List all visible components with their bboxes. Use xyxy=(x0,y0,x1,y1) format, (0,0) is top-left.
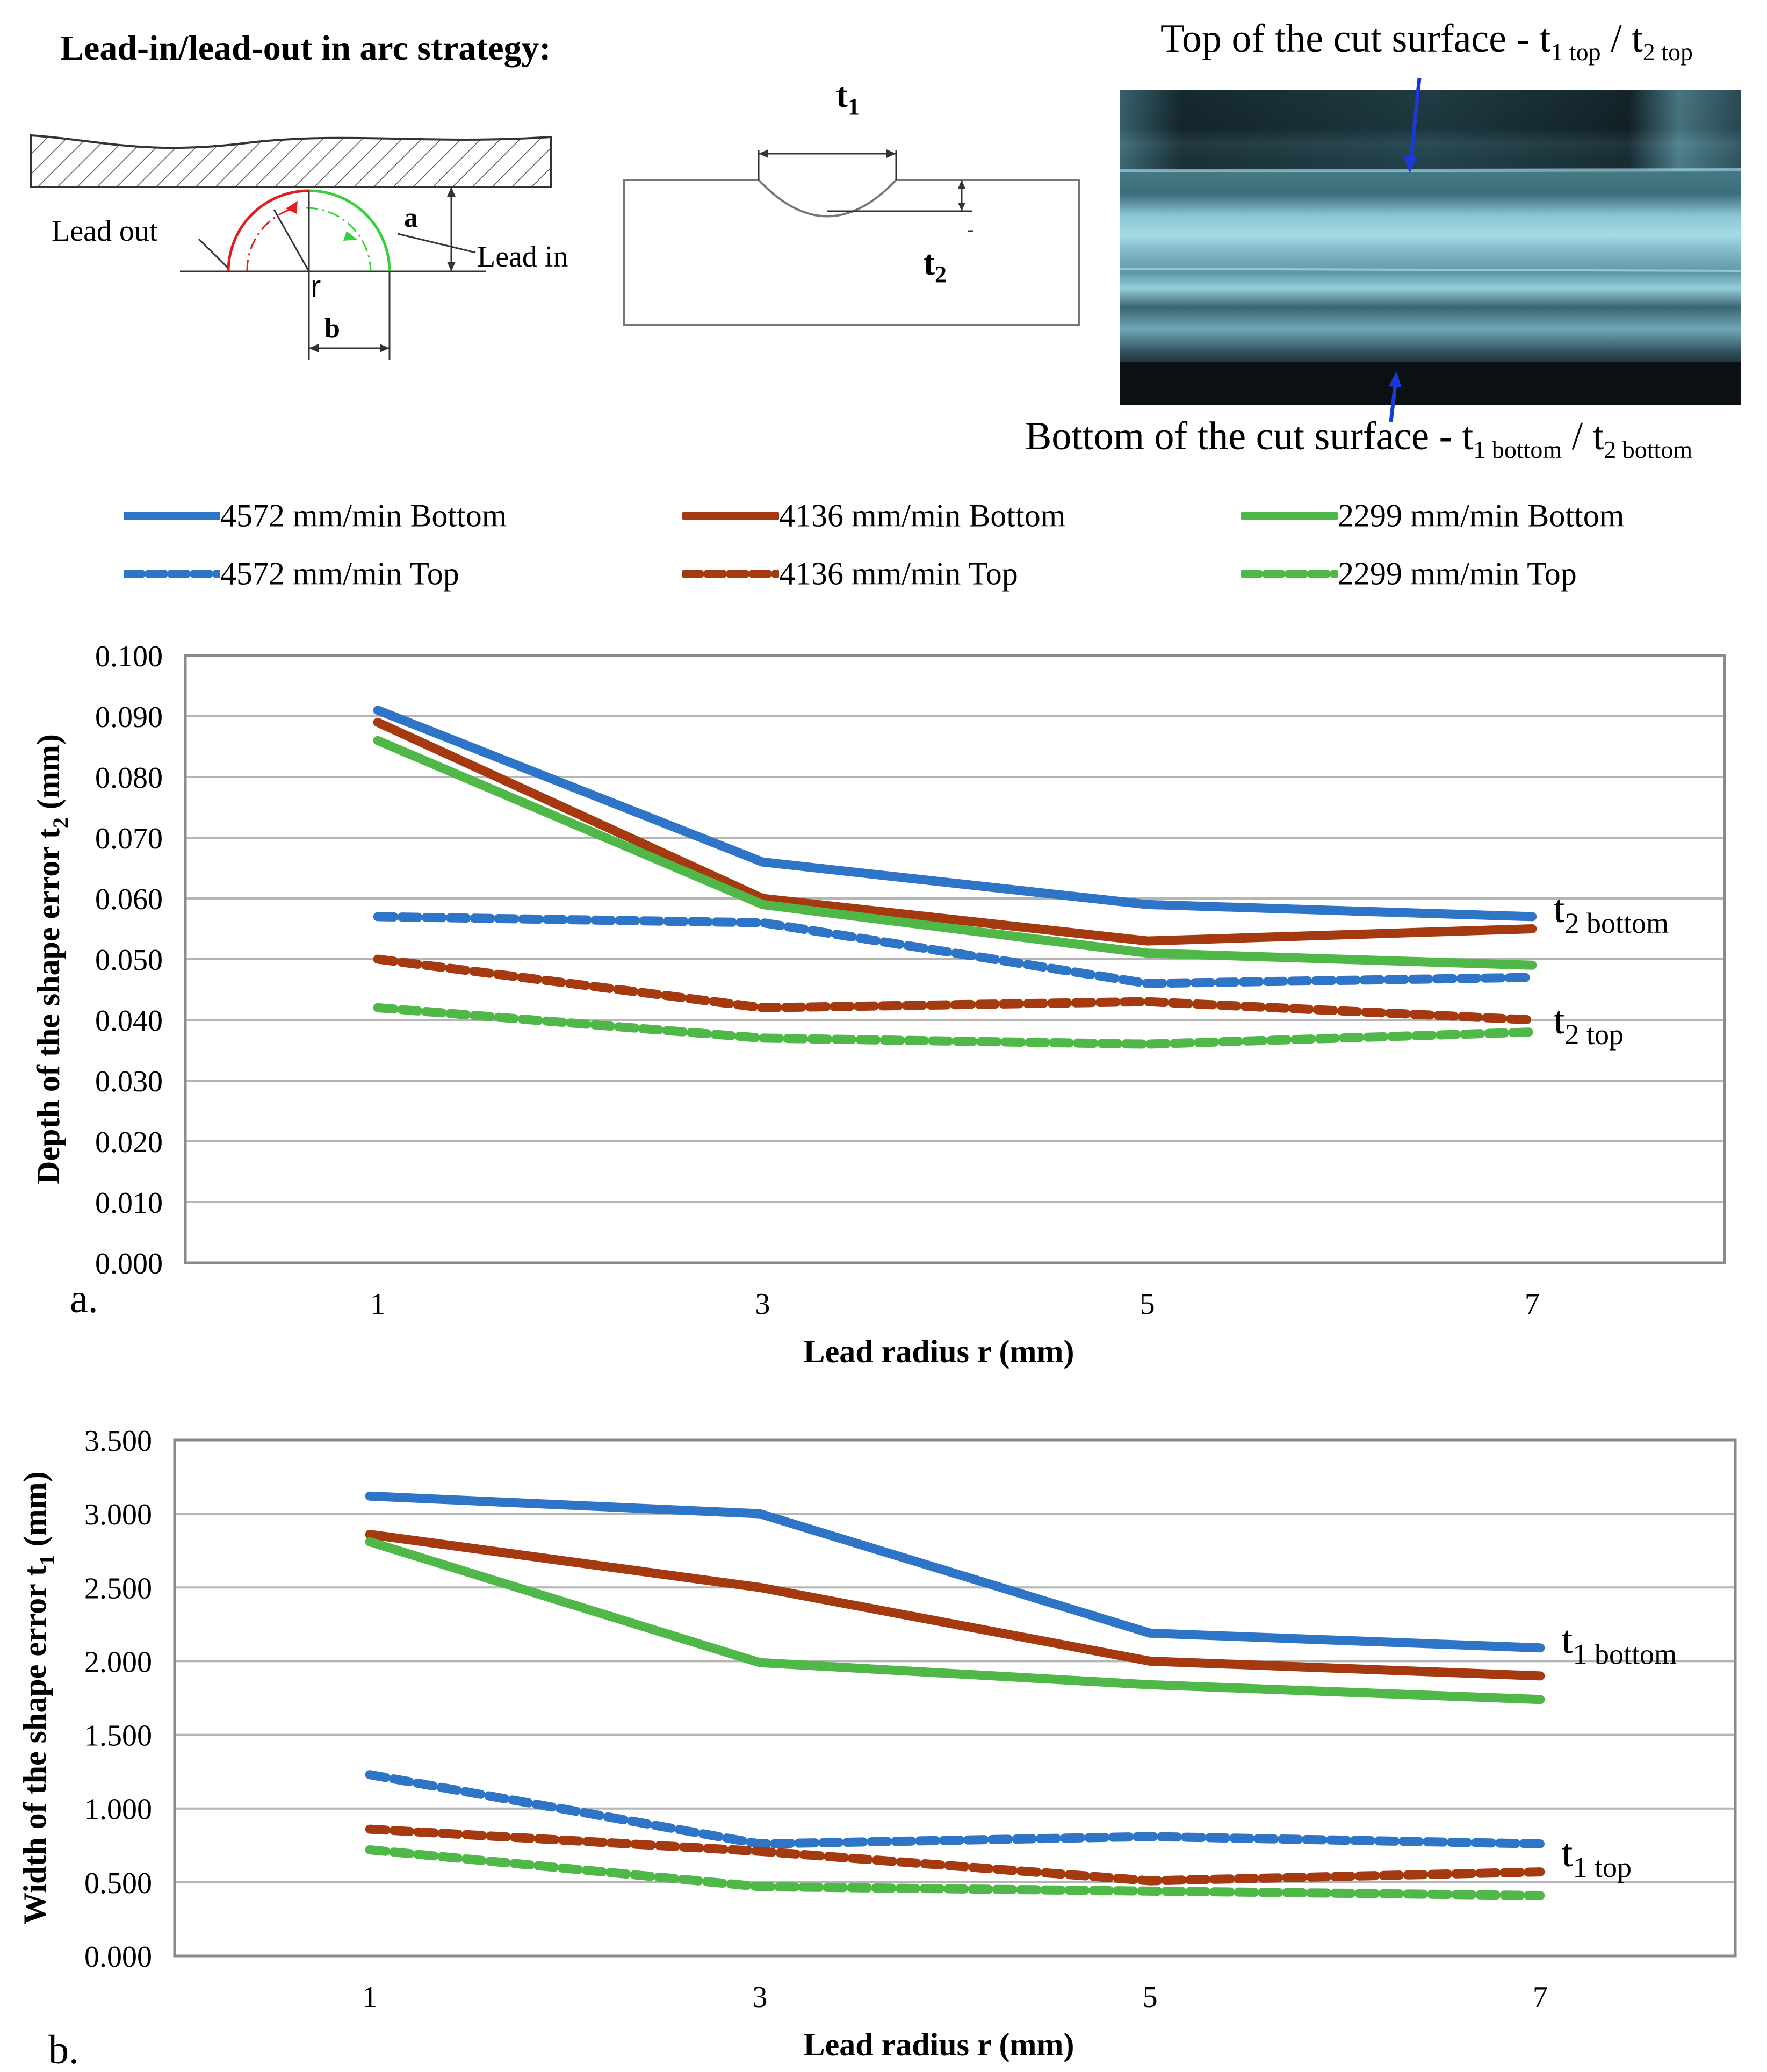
y-tick-label: 0.020 xyxy=(95,1126,163,1159)
y-tick-label: 1.000 xyxy=(84,1793,152,1826)
legend-swatch xyxy=(1239,512,1339,520)
series-line xyxy=(365,1770,1545,1849)
legend-swatch xyxy=(122,570,222,578)
strategy-title: Lead-in/lead-out in arc strategy: xyxy=(60,28,551,68)
series-line xyxy=(365,1824,1545,1886)
series-line xyxy=(373,706,1537,922)
y-tick-label: 0.060 xyxy=(95,883,163,916)
series-annotation: t2 bottom xyxy=(1554,887,1669,939)
y-tick-label: 0.000 xyxy=(95,1247,163,1280)
series-annotation: t1 top xyxy=(1562,1831,1632,1883)
y-tick-label: 0.010 xyxy=(95,1186,163,1220)
series-line xyxy=(373,1003,1537,1049)
series-line xyxy=(365,1530,1545,1681)
legend-item: 4572 mm/min Bottom xyxy=(122,497,507,535)
legend-item: 2299 mm/min Top xyxy=(1239,555,1577,593)
x-tick-label: 1 xyxy=(370,1287,385,1321)
legend-label: 4572 mm/min Top xyxy=(220,556,459,592)
x-tick-label: 5 xyxy=(1143,1981,1158,2014)
legend-item: 2299 mm/min Bottom xyxy=(1239,497,1625,535)
workpiece-block xyxy=(30,134,552,188)
t1-label: t1 xyxy=(836,76,860,120)
y-tick-label: 0.100 xyxy=(95,640,163,673)
series-line xyxy=(365,1845,1545,1901)
legend-label: 4136 mm/min Top xyxy=(779,556,1018,592)
y-axis-label: Depth of the shape error t2 (mm) xyxy=(31,734,73,1184)
lead-in-arc xyxy=(308,189,391,272)
y-tick-label: 2.000 xyxy=(84,1645,152,1679)
lead-out-label: Lead out xyxy=(52,214,158,248)
y-tick-label: 3.500 xyxy=(84,1424,152,1458)
lead-in-label: Lead in xyxy=(477,240,568,274)
panel-label: b. xyxy=(48,2027,79,2072)
y-tick-label: 0.040 xyxy=(95,1004,163,1038)
plot-frame xyxy=(184,654,1726,1264)
panel-label: a. xyxy=(70,1276,98,1321)
y-tick-label: 0.500 xyxy=(84,1867,152,1900)
legend-label: 4136 mm/min Bottom xyxy=(779,498,1066,534)
chart-depth-t2: 0.000 0.010 0.020 0.030 0.040 0.050 0.060 0.070… xyxy=(31,640,1726,1369)
top-arrow xyxy=(1403,77,1422,173)
x-tick-label: 5 xyxy=(1140,1287,1155,1321)
photo-bottom-caption: Bottom of the cut surface - t1 bottom / … xyxy=(1025,414,1693,463)
y-tick-label: 0.070 xyxy=(95,822,163,855)
t2-label: t2 xyxy=(923,243,947,288)
y-tick-label: 0.090 xyxy=(95,701,163,734)
legend-swatch xyxy=(122,512,222,520)
legend-item: 4136 mm/min Top xyxy=(681,555,1018,593)
dimension-b-label: b xyxy=(324,313,340,344)
x-axis-label: Lead radius r (mm) xyxy=(804,1334,1074,1369)
legend-label: 4572 mm/min Bottom xyxy=(220,498,507,534)
photo-top-caption: Top of the cut surface - t1 top / t2 top xyxy=(1160,17,1693,66)
series-line xyxy=(373,736,1537,970)
lead-arc-diagram xyxy=(30,134,552,360)
y-tick-label: 0.050 xyxy=(95,944,163,977)
series-line xyxy=(365,1537,1545,1704)
chart-width-t1: 0.000 0.500 1.000 1.500 2.000 2.500 3.000 3.500… xyxy=(17,1424,1737,2072)
y-tick-label: 0.030 xyxy=(95,1065,163,1098)
plot-frame xyxy=(173,1438,1737,1958)
radius-r-label: r xyxy=(311,269,321,304)
x-axis-label: Lead radius r (mm) xyxy=(804,2027,1074,2062)
bottom-arrow xyxy=(1389,371,1402,422)
series-line xyxy=(373,954,1537,1025)
series-annotation: t1 bottom xyxy=(1562,1618,1677,1671)
legend-item: 4136 mm/min Bottom xyxy=(681,497,1066,535)
lead-out-arc xyxy=(227,189,309,272)
legend-swatch xyxy=(681,512,781,520)
y-tick-label: 0.000 xyxy=(84,1940,152,1974)
cut-surface-photo xyxy=(1120,90,1741,405)
y-tick-label: 0.080 xyxy=(95,761,163,795)
y-tick-label: 1.500 xyxy=(84,1720,152,1753)
legend-swatch xyxy=(1239,570,1339,578)
legend: 4572 mm/min Bottom 4136 mm/min Bottom 2299… xyxy=(122,497,1682,621)
series-annotation: t2 top xyxy=(1554,998,1624,1051)
shape-error-diagram xyxy=(623,149,1080,326)
cut-profile xyxy=(623,179,1080,326)
x-tick-label: 1 xyxy=(362,1981,377,2014)
series-line xyxy=(373,717,1537,946)
legend-item: 4572 mm/min Top xyxy=(122,555,459,593)
y-axis-label: Width of the shape error t1 (mm) xyxy=(17,1471,59,1924)
x-tick-label: 3 xyxy=(755,1287,770,1321)
legend-label: 2299 mm/min Bottom xyxy=(1338,498,1625,534)
legend-label: 2299 mm/min Top xyxy=(1338,556,1577,592)
x-tick-label: 7 xyxy=(1525,1287,1540,1321)
x-tick-label: 3 xyxy=(752,1981,767,2014)
series-line xyxy=(365,1491,1545,1653)
y-tick-label: 3.000 xyxy=(84,1498,152,1531)
y-tick-label: 2.500 xyxy=(84,1572,152,1605)
legend-swatch xyxy=(681,570,781,578)
x-tick-label: 7 xyxy=(1533,1981,1548,2014)
series-line xyxy=(373,912,1537,988)
dimension-a-label: a xyxy=(404,203,418,233)
